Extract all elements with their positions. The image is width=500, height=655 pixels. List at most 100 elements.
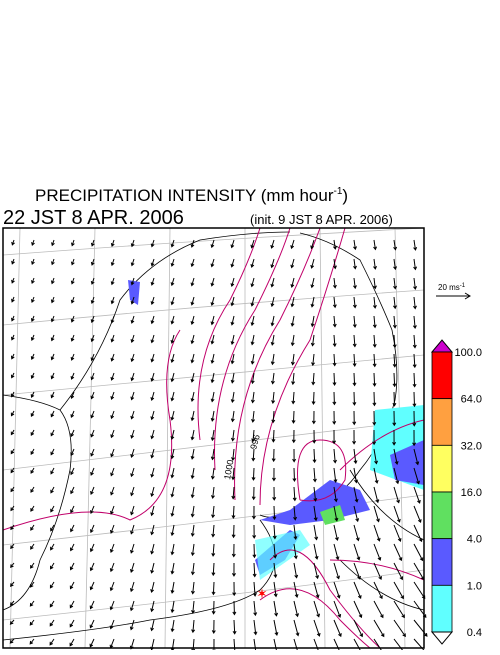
wind-arrow bbox=[250, 353, 255, 365]
wind-arrow bbox=[373, 600, 384, 619]
wind-arrow bbox=[210, 277, 215, 287]
wind-arrow bbox=[412, 372, 417, 388]
wind-arrow bbox=[30, 467, 35, 474]
wind-arrow bbox=[70, 410, 75, 419]
wind-arrow bbox=[170, 315, 175, 325]
wind-arrow bbox=[393, 486, 400, 504]
wind-arrow bbox=[130, 467, 135, 478]
wind-arrow bbox=[293, 543, 298, 560]
wind-arrow bbox=[392, 334, 397, 349]
wind-arrow bbox=[30, 391, 35, 398]
wind-arrow bbox=[413, 505, 422, 524]
wind-arrow bbox=[311, 372, 316, 386]
wind-arrow bbox=[90, 429, 95, 438]
wind-arrow bbox=[51, 258, 55, 266]
wind-arrow bbox=[413, 524, 423, 543]
wind-arrow bbox=[50, 334, 55, 342]
wind-arrow bbox=[110, 410, 115, 420]
isobar bbox=[214, 227, 291, 471]
wind-arrow bbox=[69, 619, 75, 628]
wind-arrow bbox=[50, 562, 55, 570]
wind-scale-label: 20 ms-1 bbox=[438, 283, 466, 292]
graticule bbox=[2, 227, 425, 649]
wind-arrow bbox=[10, 524, 15, 531]
wind-arrow bbox=[231, 486, 236, 500]
wind-arrow bbox=[230, 296, 235, 307]
wind-arrow bbox=[30, 372, 35, 380]
wind-arrow bbox=[310, 239, 315, 250]
wind-arrow bbox=[130, 524, 135, 535]
wind-arrow bbox=[70, 258, 75, 266]
wind-arrow bbox=[30, 543, 35, 550]
wind-arrow bbox=[170, 296, 175, 306]
wind-arrow bbox=[231, 524, 236, 539]
wind-arrow bbox=[413, 277, 418, 290]
wind-arrow bbox=[313, 600, 321, 618]
wind-arrow bbox=[191, 619, 196, 634]
wind-arrow bbox=[50, 315, 55, 323]
wind-arrow bbox=[70, 296, 75, 304]
wind-arrow bbox=[30, 334, 35, 342]
wind-arrow bbox=[312, 429, 317, 444]
wind-arrow bbox=[170, 334, 175, 344]
wind-arrow bbox=[372, 429, 377, 446]
wind-arrow bbox=[70, 524, 75, 533]
wind-arrow bbox=[352, 410, 357, 426]
valid-time: 22 JST 8 APR. 2006 bbox=[3, 207, 184, 229]
wind-arrow bbox=[130, 410, 135, 420]
wind-arrow bbox=[332, 277, 337, 289]
wind-arrow bbox=[333, 505, 339, 522]
wind-arrow bbox=[211, 562, 216, 577]
wind-arrow bbox=[413, 486, 421, 504]
isobar bbox=[269, 549, 381, 649]
wind-arrow bbox=[230, 410, 235, 423]
wind-arrow bbox=[11, 239, 15, 246]
wind-arrow bbox=[190, 239, 195, 248]
wind-arrow bbox=[230, 391, 235, 404]
wind-arrow bbox=[352, 353, 357, 367]
wind-arrow bbox=[352, 372, 357, 387]
wind-arrow bbox=[190, 277, 195, 287]
wind-arrow bbox=[293, 505, 298, 521]
wind-arrow bbox=[333, 619, 342, 638]
wind-arrow bbox=[372, 391, 377, 407]
wind-arrow bbox=[170, 372, 175, 383]
wind-arrow bbox=[90, 353, 95, 362]
wind-arrow bbox=[291, 372, 296, 386]
wind-arrow bbox=[210, 372, 215, 384]
wind-arrow bbox=[313, 505, 318, 522]
wind-arrow bbox=[150, 448, 155, 459]
wind-arrow bbox=[110, 334, 115, 343]
wind-arrow bbox=[412, 315, 417, 330]
wind-arrow bbox=[150, 353, 155, 363]
wind-arrow bbox=[90, 277, 95, 285]
wind-arrow bbox=[353, 562, 361, 580]
wind-arrow bbox=[130, 486, 135, 497]
wind-arrow bbox=[109, 524, 115, 534]
wind-arrow bbox=[130, 277, 135, 286]
wind-arrow bbox=[353, 600, 363, 619]
wind-arrow bbox=[90, 372, 95, 381]
wind-arrow bbox=[231, 543, 236, 558]
wind-arrow bbox=[210, 239, 215, 249]
colorbar: 100.0 64.0 32.0 16.0 4.0 1.0 0.4 bbox=[430, 339, 482, 645]
wind-arrow bbox=[392, 391, 397, 407]
wind-arrow bbox=[353, 467, 358, 484]
isobar bbox=[297, 439, 347, 502]
wind-arrow bbox=[70, 505, 75, 514]
wind-arrow bbox=[31, 296, 35, 304]
wind-arrow bbox=[353, 486, 359, 503]
wind-arrow bbox=[69, 543, 75, 552]
contour-label: 1000 bbox=[222, 459, 235, 480]
wind-arrow bbox=[352, 277, 357, 290]
wind-arrow bbox=[291, 410, 296, 424]
isobar bbox=[197, 227, 261, 441]
wind-arrow bbox=[130, 429, 135, 439]
wind-arrow bbox=[30, 505, 35, 512]
precip-area bbox=[320, 505, 345, 525]
wind-arrow bbox=[150, 277, 155, 286]
wind-arrow bbox=[50, 448, 55, 456]
wind-arrow bbox=[353, 258, 357, 270]
colorbar-top-triangle bbox=[430, 339, 454, 353]
wind-arrow bbox=[292, 486, 297, 502]
